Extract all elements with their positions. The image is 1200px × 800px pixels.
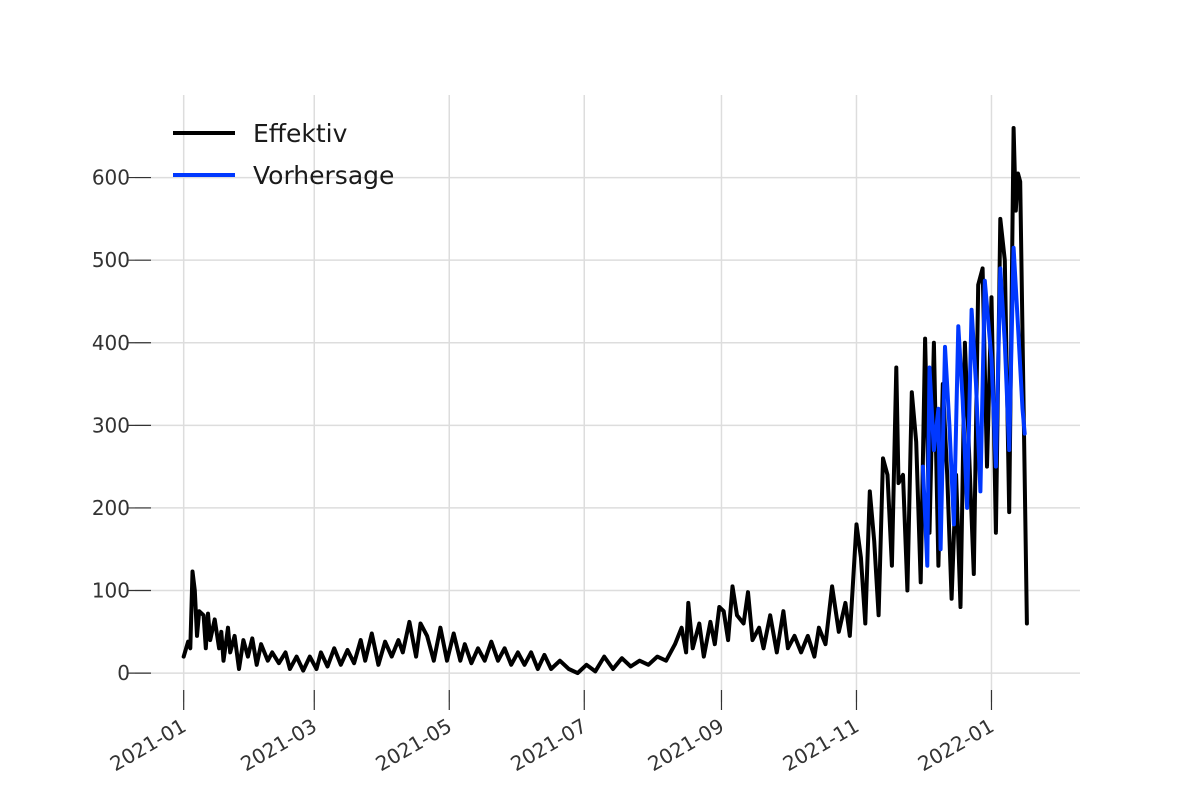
y-tick-label: 600 [92,166,130,190]
legend: Effektiv Vorhersage [173,119,394,190]
legend-label-vorhersage: Vorhersage [253,161,394,190]
x-tick-label: 2021-03 [236,714,320,777]
x-tick-label: 2021-05 [371,714,455,777]
y-tick-label: 400 [92,331,130,355]
x-tick-label: 2022-01 [914,714,998,777]
y-axis: 0 100 200 300 400 500 600 [92,166,151,685]
series-line-vorhersage [920,245,1027,568]
x-tick-label: 2021-07 [506,714,590,777]
legend-label-effektiv: Effektiv [253,119,348,148]
y-tick-label: 100 [92,579,130,603]
x-axis: 2021-01 2021-03 2021-05 2021-07 2021-09 2021-… [106,690,998,776]
y-tick-label: 0 [117,661,130,685]
y-tick-label: 500 [92,248,130,272]
x-tick-label: 2021-09 [644,714,728,777]
x-tick-label: 2021-11 [779,714,863,777]
y-tick-label: 300 [92,413,130,437]
series-group [181,126,1029,676]
series-line-effektiv [181,126,1029,676]
x-tick-label: 2021-01 [106,714,190,777]
y-tick-label: 200 [92,496,130,520]
